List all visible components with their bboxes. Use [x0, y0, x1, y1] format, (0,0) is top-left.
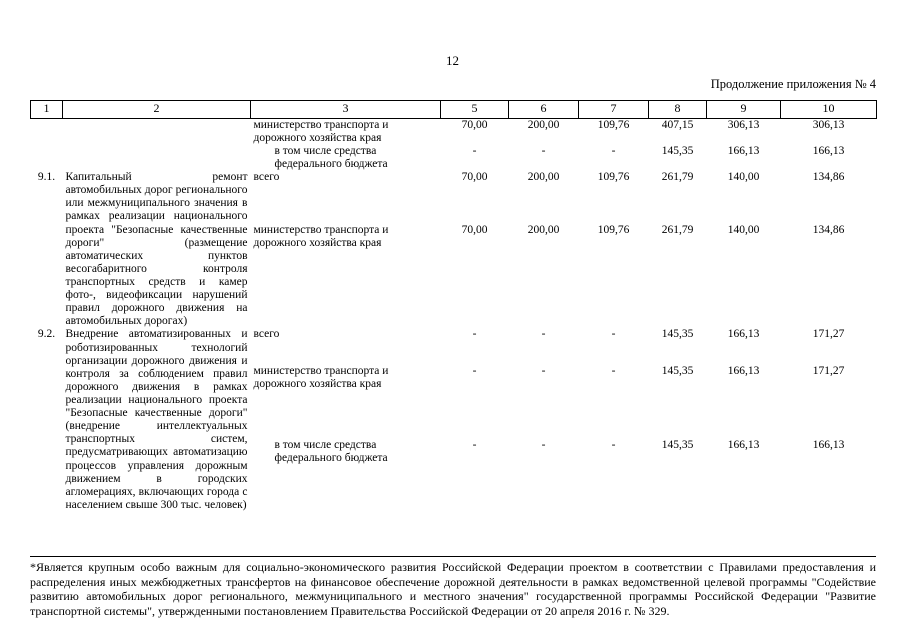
value-cell: 166,13	[727, 365, 760, 378]
value-cell: 70,00	[461, 171, 488, 184]
value-cell: -	[472, 365, 477, 378]
table-row: в том числе средства федерального бюджет…	[31, 439, 877, 512]
value-cell: 261,79	[661, 171, 694, 184]
value-cell: 171,27	[812, 365, 845, 378]
value-cell: -	[472, 438, 477, 451]
value-cell: -	[472, 328, 477, 341]
footnote: *Является крупным особо важным для социа…	[30, 556, 876, 619]
col-header-cell: 7	[578, 100, 649, 119]
value-cell: -	[541, 438, 546, 451]
value-cell: -	[541, 144, 546, 157]
col-header-cell: 6	[508, 100, 579, 119]
col-header-cell: 10	[780, 100, 877, 119]
value-cell: 134,86	[812, 171, 845, 184]
value-cell: 109,76	[597, 223, 630, 236]
row-name-cell	[63, 118, 251, 171]
value-cell: -	[611, 365, 616, 378]
row-name-cell: Капитальный ремонт автомобильных дорог р…	[65, 171, 248, 328]
column-number-row: 1 2 3 5 6 7 8 9 10	[30, 100, 877, 119]
value-cell: 145,35	[661, 328, 694, 341]
appendix-table: 1 2 3 5 6 7 8 9 10 министерство транспор…	[30, 100, 877, 512]
table-row: в том числе средства федерального бюджет…	[31, 145, 877, 171]
col-header-cell: 2	[62, 100, 251, 119]
value-cell: 140,00	[727, 171, 760, 184]
value-cell: 166,13	[812, 438, 845, 451]
col-header-cell: 1	[30, 100, 63, 119]
value-cell: 145,35	[661, 365, 694, 378]
value-cell: 200,00	[527, 223, 560, 236]
table-row: министерство транспорта и дорожного хозя…	[31, 118, 877, 145]
executor-cell: всего	[253, 328, 280, 341]
table-row: министерство транспорта и дорожного хозя…	[31, 365, 877, 438]
value-cell: -	[541, 328, 546, 341]
value-cell: 166,13	[727, 144, 760, 157]
page-number: 12	[446, 53, 459, 68]
executor-cell: министерство транспорта и дорожного хозя…	[253, 223, 389, 249]
value-cell: 166,13	[812, 144, 845, 157]
value-cell: -	[611, 144, 616, 157]
value-cell: 70,00	[461, 118, 488, 131]
value-cell: 70,00	[461, 223, 488, 236]
value-cell: 145,35	[661, 438, 694, 451]
appendix-table-wrapper: 1 2 3 5 6 7 8 9 10 министерство транспор…	[30, 100, 877, 512]
table-row: министерство транспорта и дорожного хозя…	[31, 224, 877, 329]
table-row: 9.1. Капитальный ремонт автомобильных до…	[31, 171, 877, 327]
value-cell: 171,27	[812, 328, 845, 341]
value-cell: 306,13	[812, 118, 845, 131]
footnote-separator	[30, 556, 876, 557]
value-cell: -	[611, 438, 616, 451]
value-cell: 200,00	[527, 171, 560, 184]
col-header-cell: 5	[440, 100, 509, 119]
continuation-label: Продолжение приложения № 4	[710, 77, 876, 91]
value-cell: -	[541, 365, 546, 378]
col-header-cell: 3	[250, 100, 441, 119]
value-cell: -	[472, 144, 477, 157]
row-number-cell: 9.2.	[37, 328, 56, 341]
row-name-cell: Внедрение автоматизированных и роботизир…	[65, 328, 248, 511]
value-cell: 261,79	[661, 223, 694, 236]
executor-cell: всего	[253, 171, 280, 184]
row-number-cell	[31, 118, 63, 171]
value-cell: 145,35	[661, 144, 694, 157]
value-cell: 200,00	[527, 118, 560, 131]
col-header-cell: 8	[648, 100, 707, 119]
value-cell: 166,13	[727, 328, 760, 341]
table-row: 9.2. Внедрение автоматизированных и робо…	[31, 328, 877, 510]
value-cell: 166,13	[727, 438, 760, 451]
row-number-cell: 9.1.	[37, 171, 56, 184]
value-cell: 109,76	[597, 118, 630, 131]
footnote-text: *Является крупным особо важным для социа…	[30, 560, 876, 618]
value-cell: -	[611, 328, 616, 341]
col-header-cell: 9	[706, 100, 781, 119]
value-cell: 109,76	[597, 171, 630, 184]
executor-cell: министерство транспорта и дорожного хозя…	[253, 365, 389, 391]
value-cell: 140,00	[727, 223, 760, 236]
executor-cell: в том числе средства федерального бюджет…	[274, 438, 388, 464]
value-cell: 306,13	[727, 118, 760, 131]
executor-cell: в том числе средства федерального бюджет…	[274, 144, 388, 170]
value-cell: 407,15	[661, 118, 694, 131]
value-cell: 134,86	[812, 223, 845, 236]
executor-cell: министерство транспорта и дорожного хозя…	[253, 118, 389, 144]
